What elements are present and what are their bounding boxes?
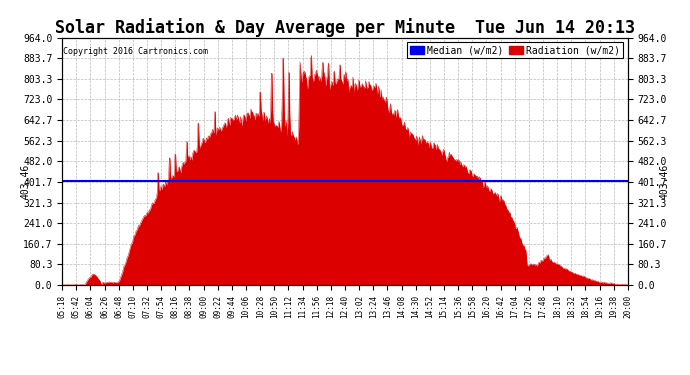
Title: Solar Radiation & Day Average per Minute  Tue Jun 14 20:13: Solar Radiation & Day Average per Minute…	[55, 18, 635, 38]
Text: 403.46: 403.46	[659, 164, 669, 199]
Legend: Median (w/m2), Radiation (w/m2): Median (w/m2), Radiation (w/m2)	[407, 42, 623, 58]
Text: Copyright 2016 Cartronics.com: Copyright 2016 Cartronics.com	[63, 47, 208, 56]
Text: 403.46: 403.46	[21, 164, 31, 199]
